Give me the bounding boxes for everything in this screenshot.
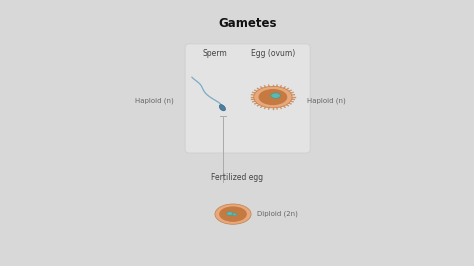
Ellipse shape bbox=[219, 206, 247, 222]
Text: Gametes: Gametes bbox=[219, 18, 277, 30]
Text: Egg (ovum): Egg (ovum) bbox=[251, 49, 295, 58]
Text: Haploid (n): Haploid (n) bbox=[307, 98, 346, 104]
Text: Sperm: Sperm bbox=[202, 49, 227, 58]
Ellipse shape bbox=[254, 86, 292, 108]
Ellipse shape bbox=[271, 93, 280, 98]
Ellipse shape bbox=[219, 105, 226, 111]
Ellipse shape bbox=[232, 213, 237, 216]
Text: Haploid (n): Haploid (n) bbox=[135, 98, 174, 104]
Text: Diploid (2n): Diploid (2n) bbox=[257, 211, 298, 217]
Ellipse shape bbox=[258, 89, 287, 105]
FancyBboxPatch shape bbox=[185, 44, 310, 153]
Ellipse shape bbox=[227, 212, 233, 215]
Ellipse shape bbox=[215, 204, 251, 224]
Text: Fertilized egg: Fertilized egg bbox=[211, 173, 263, 182]
